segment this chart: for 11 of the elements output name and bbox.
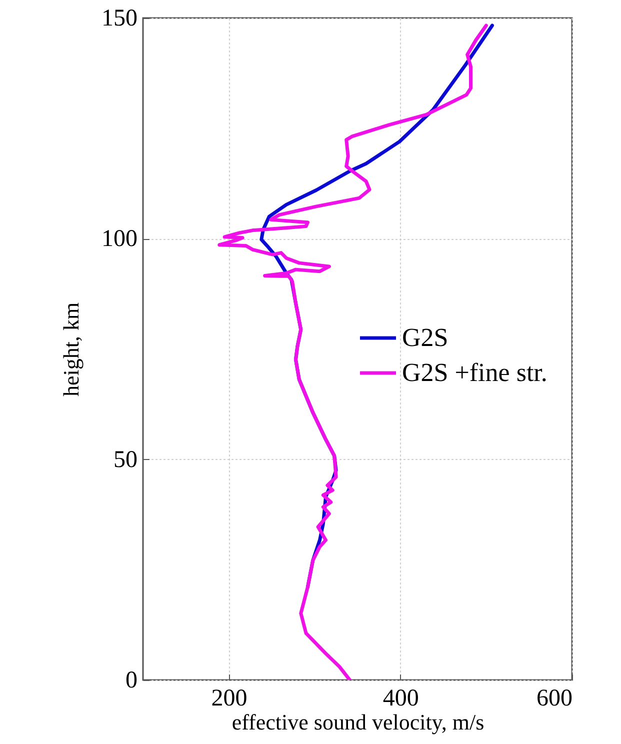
- y-tick-label: 0: [126, 668, 138, 694]
- x-tick-label: 400: [382, 686, 419, 712]
- y-tick-label: 100: [102, 226, 138, 252]
- y-tick-label: 150: [102, 6, 138, 32]
- legend-label: G2S: [402, 323, 448, 352]
- x-axis-title: effective sound velocity, m/s: [232, 710, 484, 734]
- legend-label: G2S +fine str.: [402, 358, 548, 387]
- y-axis-title: height, km: [58, 302, 84, 397]
- y-tick-label: 50: [114, 446, 138, 473]
- x-tick-label: 600: [536, 686, 572, 712]
- x-tick-label: 200: [211, 686, 248, 712]
